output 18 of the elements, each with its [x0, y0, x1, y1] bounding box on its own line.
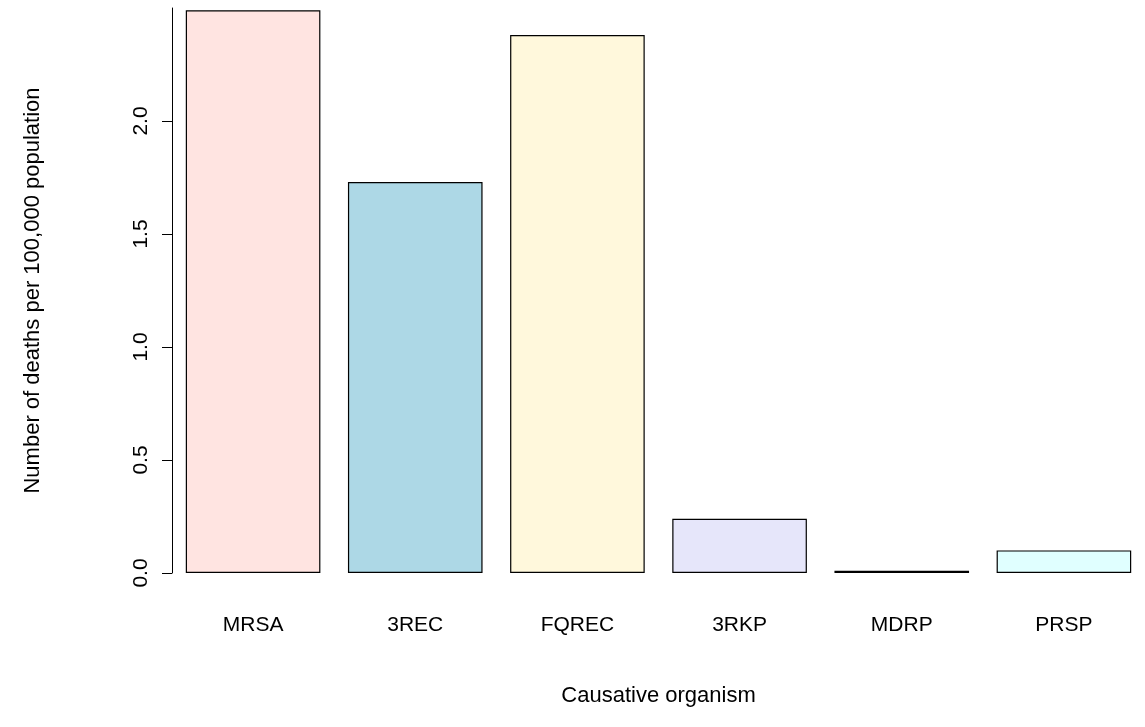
x-tick-label: PRSP [1035, 612, 1093, 635]
bar [672, 518, 807, 573]
x-tick-label: 3RKP [712, 612, 768, 635]
x-axis-title: Causative organism [561, 681, 756, 707]
y-tick-label: 0.5 [128, 445, 151, 475]
bar [347, 182, 483, 573]
y-tick-label: 2.0 [128, 106, 151, 136]
y-axis-title: Number of deaths per 100,000 population [18, 87, 44, 494]
x-tick-label: FQREC [540, 612, 615, 635]
bar [996, 550, 1132, 573]
y-tick-label: 0.0 [128, 558, 151, 588]
x-tick-label: 3REC [387, 612, 444, 635]
bar [185, 10, 321, 573]
y-tick-label: 1.5 [128, 219, 151, 249]
y-tick-label: 1.0 [128, 332, 151, 362]
x-tick-label: MRSA [222, 612, 284, 635]
x-tick-label: MDRP [870, 612, 933, 635]
bar [510, 35, 645, 573]
